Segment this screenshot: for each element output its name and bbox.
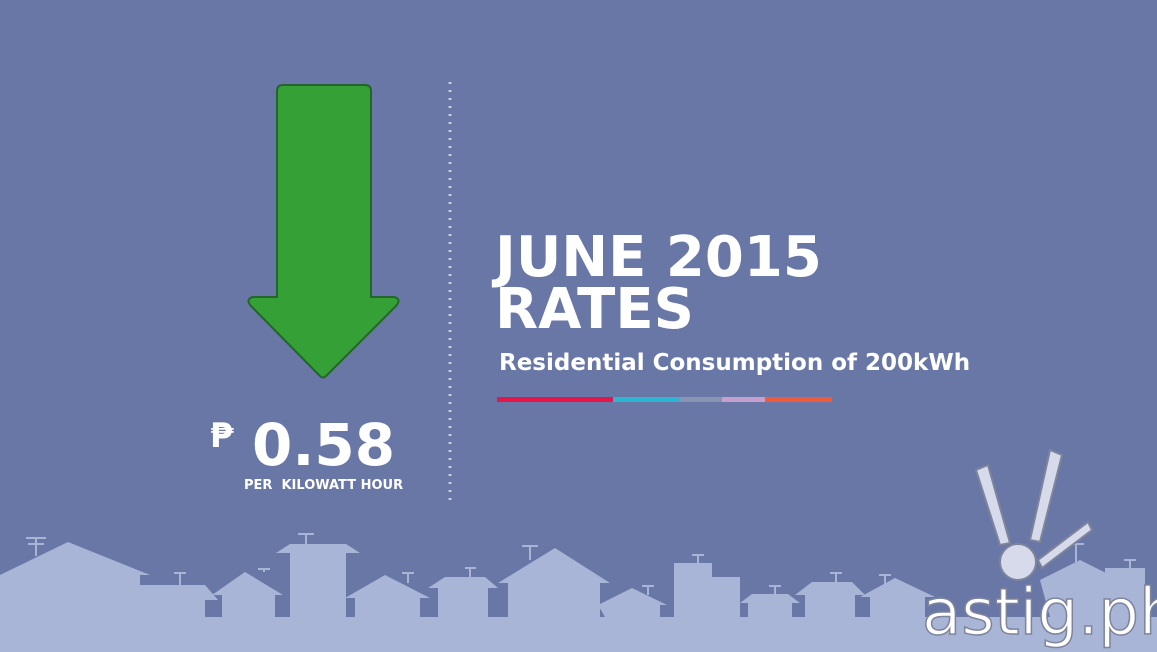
heading-line1: JUNE 2015 — [491, 225, 822, 290]
down-arrow — [247, 84, 400, 379]
color-bar — [497, 397, 832, 402]
skyline — [0, 533, 1157, 652]
watermark: astig.ph — [922, 576, 1157, 650]
currency-sign: ₱ — [210, 416, 234, 456]
rate-amount: 0.58 — [252, 411, 395, 479]
rate-unit: PER KILOWATT HOUR — [244, 478, 403, 493]
logo — [974, 448, 1094, 581]
heading-line2: RATES — [495, 277, 694, 342]
subtitle: Residential Consumption of 200kWh — [499, 350, 970, 376]
